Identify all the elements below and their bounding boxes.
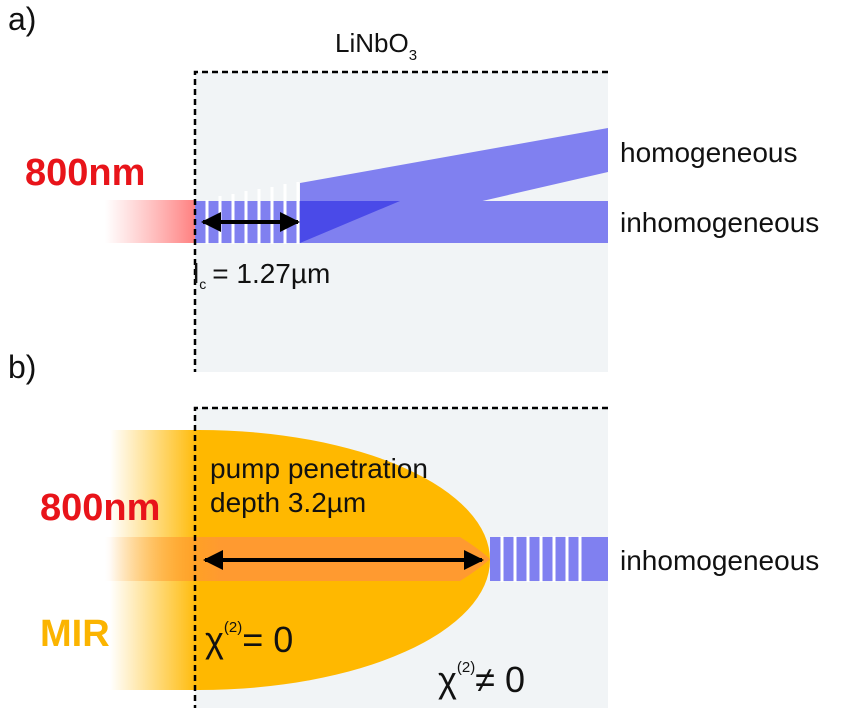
text-part: LiNbO bbox=[335, 28, 409, 58]
text-part: ≠ 0 bbox=[475, 659, 525, 700]
panel-label: b) bbox=[8, 349, 36, 385]
text-part: χ bbox=[205, 619, 224, 660]
crystal-label: LiNbO3 bbox=[335, 28, 417, 64]
penetration-label: pump penetration bbox=[210, 453, 428, 484]
mir-label: MIR bbox=[40, 613, 110, 655]
coherence-length: lc= 1.27µm bbox=[193, 258, 330, 292]
text-part: (2) bbox=[224, 619, 242, 636]
text-part: = 1.27µm bbox=[212, 258, 330, 289]
pump-label: 800nm bbox=[40, 487, 160, 529]
text-part: χ bbox=[438, 659, 457, 700]
inhomogeneous-beam bbox=[490, 537, 608, 581]
beam-label: inhomogeneous bbox=[620, 207, 819, 238]
text-part: c bbox=[199, 276, 206, 292]
chi-nonzero: χ(2)≠ 0 bbox=[438, 659, 525, 700]
pump-beam bbox=[105, 200, 195, 243]
figure: a) LiNbO3 800nm homogeneous inhomogeneou… bbox=[0, 0, 851, 713]
beam-label: inhomogeneous bbox=[620, 545, 819, 576]
beam-label: homogeneous bbox=[620, 137, 797, 168]
text-part: = 0 bbox=[242, 619, 293, 660]
chi-zero: χ(2)= 0 bbox=[205, 619, 293, 660]
text-part: (2) bbox=[457, 659, 475, 676]
stripes bbox=[502, 536, 580, 582]
penetration-label: depth 3.2µm bbox=[210, 487, 366, 518]
text-part: 3 bbox=[409, 47, 417, 64]
pump-label: 800nm bbox=[25, 152, 145, 194]
panel-label: a) bbox=[8, 1, 36, 37]
